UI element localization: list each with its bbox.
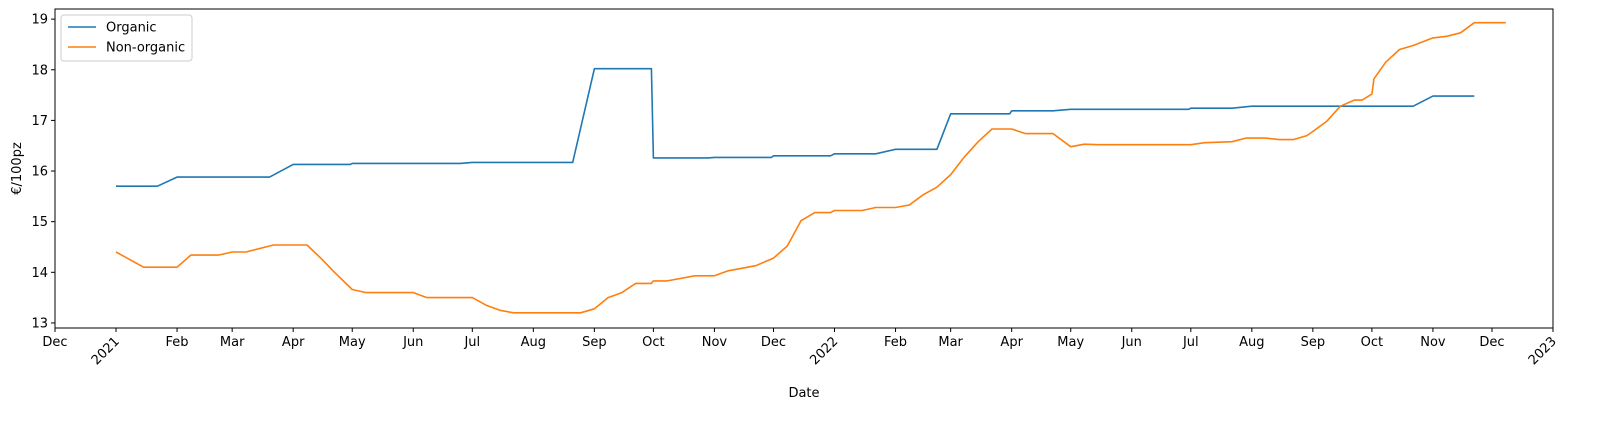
x-tick-label: Jul	[1182, 335, 1199, 350]
x-axis-label: Date	[788, 386, 819, 401]
x-tick-label: Apr	[282, 335, 305, 350]
x-tick-label: May	[1057, 335, 1084, 350]
x-tick-label: Feb	[884, 335, 907, 350]
x-tick-label: Dec	[42, 335, 67, 350]
x-tick-label: 2023	[1526, 334, 1560, 368]
x-tick-label: 2022	[807, 334, 841, 368]
series-line-non-organic	[115, 21, 1506, 314]
x-tick-label: 2021	[89, 334, 123, 368]
legend-label-organic: Organic	[106, 21, 157, 36]
y-tick-label: 16	[31, 165, 48, 180]
x-tick-label: Jun	[1121, 335, 1142, 350]
legend-label-non-organic: Non-organic	[106, 41, 185, 56]
legend: Organic Non-organic	[60, 14, 193, 62]
x-tick-label: Aug	[1239, 335, 1264, 350]
x-tick-label: Mar	[220, 335, 245, 350]
x-tick-label: May	[339, 335, 366, 350]
series-line-organic	[116, 67, 1475, 187]
x-tick-label: Mar	[938, 335, 963, 350]
x-tick-label: Nov	[702, 335, 728, 350]
x-tick-label: Feb	[166, 335, 189, 350]
x-tick-label: Sep	[582, 335, 607, 350]
y-tick-label: 14	[31, 266, 48, 281]
x-tick-label: Apr	[1000, 335, 1023, 350]
y-tick-label: 17	[31, 114, 48, 129]
y-tick-label: 19	[31, 13, 48, 28]
x-tick-label: Oct	[642, 335, 664, 350]
x-axis: Dec 2021 Feb Mar Apr May Jun Jul Aug Sep Oct Nov Dec…	[42, 328, 1560, 368]
series-lines	[115, 21, 1506, 314]
x-tick-label: Dec	[761, 335, 786, 350]
x-tick-label: Aug	[521, 335, 546, 350]
y-axis: 13 14 15 16 17 18 19	[31, 13, 55, 331]
y-tick-label: 15	[31, 215, 48, 230]
y-tick-label: 18	[31, 63, 48, 78]
x-tick-label: Jul	[463, 335, 480, 350]
x-tick-label: Sep	[1301, 335, 1326, 350]
x-tick-label: Oct	[1361, 335, 1383, 350]
plot-frame	[54, 8, 1554, 329]
y-tick-label: 13	[31, 316, 48, 331]
x-tick-label: Jun	[402, 335, 423, 350]
y-axis-label: €/100pz	[10, 142, 25, 195]
x-tick-label: Nov	[1420, 335, 1446, 350]
x-tick-label: Dec	[1479, 335, 1504, 350]
